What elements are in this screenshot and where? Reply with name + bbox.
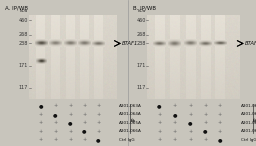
Text: +: + bbox=[203, 112, 207, 117]
Text: kDa: kDa bbox=[137, 9, 146, 13]
Text: +: + bbox=[82, 112, 86, 117]
Text: 238: 238 bbox=[19, 41, 28, 46]
Text: +: + bbox=[54, 120, 58, 125]
Text: +: + bbox=[39, 112, 43, 117]
Text: 117: 117 bbox=[136, 85, 146, 90]
Text: A. IP/WB: A. IP/WB bbox=[5, 5, 28, 10]
Text: ●: ● bbox=[96, 137, 101, 142]
Text: kDa: kDa bbox=[20, 9, 28, 13]
Text: +: + bbox=[96, 104, 100, 108]
Text: A301-064A: A301-064A bbox=[241, 112, 256, 116]
Text: +: + bbox=[188, 104, 193, 108]
Text: +: + bbox=[203, 104, 207, 108]
Text: +: + bbox=[82, 104, 86, 108]
Text: +: + bbox=[218, 104, 222, 108]
Text: +: + bbox=[218, 112, 222, 117]
Text: 460: 460 bbox=[136, 18, 146, 23]
Text: +: + bbox=[157, 112, 161, 117]
Text: Ctrl IgG: Ctrl IgG bbox=[241, 138, 256, 142]
Text: +: + bbox=[188, 112, 193, 117]
Text: +: + bbox=[173, 120, 177, 125]
Text: +: + bbox=[96, 112, 100, 117]
Text: ●: ● bbox=[218, 137, 222, 142]
Text: +: + bbox=[82, 120, 86, 125]
Text: +: + bbox=[82, 137, 86, 142]
Text: +: + bbox=[68, 112, 72, 117]
Text: A301-063A: A301-063A bbox=[241, 104, 256, 108]
Text: BTAF1: BTAF1 bbox=[245, 41, 256, 46]
Text: A301-063A: A301-063A bbox=[119, 104, 141, 108]
Text: ●: ● bbox=[157, 104, 162, 108]
Text: +: + bbox=[157, 129, 161, 134]
Text: +: + bbox=[157, 137, 161, 142]
Text: 268: 268 bbox=[19, 32, 28, 37]
Text: IP: IP bbox=[254, 116, 256, 121]
Text: BTAF1: BTAF1 bbox=[122, 41, 138, 46]
Text: ●: ● bbox=[173, 112, 177, 117]
Text: +: + bbox=[68, 137, 72, 142]
Text: 268: 268 bbox=[136, 32, 146, 37]
Text: 238: 238 bbox=[136, 41, 146, 46]
Text: +: + bbox=[203, 137, 207, 142]
Text: A301-064A: A301-064A bbox=[119, 112, 141, 116]
Text: +: + bbox=[173, 104, 177, 108]
Text: +: + bbox=[157, 120, 161, 125]
Text: 460: 460 bbox=[19, 18, 28, 23]
Text: +: + bbox=[54, 129, 58, 134]
Text: ●: ● bbox=[203, 129, 208, 134]
Text: +: + bbox=[188, 129, 193, 134]
Text: +: + bbox=[39, 120, 43, 125]
Text: +: + bbox=[39, 129, 43, 134]
Text: A301-065A: A301-065A bbox=[119, 121, 141, 125]
Text: ●: ● bbox=[188, 120, 193, 125]
Text: ●: ● bbox=[68, 120, 73, 125]
Text: ●: ● bbox=[38, 104, 43, 108]
Text: +: + bbox=[39, 137, 43, 142]
Text: +: + bbox=[54, 104, 58, 108]
Text: ●: ● bbox=[82, 129, 87, 134]
Text: +: + bbox=[96, 120, 100, 125]
Text: A301-065A: A301-065A bbox=[241, 121, 256, 125]
Text: Ctrl IgG: Ctrl IgG bbox=[119, 138, 134, 142]
Text: +: + bbox=[188, 137, 193, 142]
Text: 171: 171 bbox=[19, 63, 28, 68]
Text: +: + bbox=[68, 104, 72, 108]
Text: +: + bbox=[96, 129, 100, 134]
Text: ●: ● bbox=[53, 112, 58, 117]
Text: B. IP/WB: B. IP/WB bbox=[133, 5, 156, 10]
Text: +: + bbox=[203, 120, 207, 125]
Text: +: + bbox=[218, 129, 222, 134]
Text: A301-066A: A301-066A bbox=[241, 129, 256, 133]
Text: +: + bbox=[218, 120, 222, 125]
Text: A301-066A: A301-066A bbox=[119, 129, 141, 133]
Text: 117: 117 bbox=[19, 85, 28, 90]
Text: +: + bbox=[173, 137, 177, 142]
Text: +: + bbox=[54, 137, 58, 142]
Text: 171: 171 bbox=[136, 63, 146, 68]
Text: +: + bbox=[68, 129, 72, 134]
Text: IP: IP bbox=[131, 116, 136, 121]
Text: +: + bbox=[173, 129, 177, 134]
